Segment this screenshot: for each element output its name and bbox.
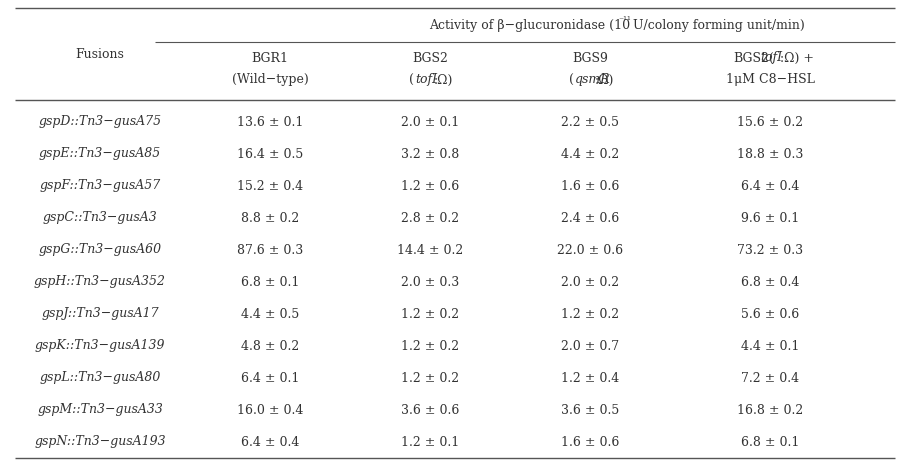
- Text: 1.2 ± 0.1: 1.2 ± 0.1: [401, 436, 459, 448]
- Text: :Ω) +: :Ω) +: [780, 52, 814, 64]
- Text: gspM::Tn3−gusA33: gspM::Tn3−gusA33: [37, 404, 163, 417]
- Text: 4.8 ± 0.2: 4.8 ± 0.2: [241, 340, 299, 352]
- Text: 13.6 ± 0.1: 13.6 ± 0.1: [237, 116, 303, 129]
- Text: Activity of β−glucuronidase (10: Activity of β−glucuronidase (10: [429, 20, 630, 33]
- Text: 18.8 ± 0.3: 18.8 ± 0.3: [737, 148, 804, 160]
- Text: 1.2 ± 0.2: 1.2 ± 0.2: [401, 371, 459, 384]
- Text: BGS2(: BGS2(: [733, 52, 773, 64]
- Text: ⁻¹¹: ⁻¹¹: [618, 15, 631, 25]
- Text: gspG::Tn3−gusA60: gspG::Tn3−gusA60: [38, 244, 161, 256]
- Text: gspF::Tn3−gusA57: gspF::Tn3−gusA57: [39, 179, 160, 192]
- Text: 1.6 ± 0.6: 1.6 ± 0.6: [561, 436, 619, 448]
- Text: 73.2 ± 0.3: 73.2 ± 0.3: [737, 244, 804, 256]
- Text: 2.0 ± 0.1: 2.0 ± 0.1: [401, 116, 459, 129]
- Text: 1μM C8−HSL: 1μM C8−HSL: [725, 74, 814, 87]
- Text: 1.2 ± 0.2: 1.2 ± 0.2: [401, 340, 459, 352]
- Text: 14.4 ± 0.2: 14.4 ± 0.2: [397, 244, 463, 256]
- Text: 15.2 ± 0.4: 15.2 ± 0.4: [237, 179, 303, 192]
- Text: 4.4 ± 0.5: 4.4 ± 0.5: [241, 308, 299, 321]
- Text: BGR1: BGR1: [251, 52, 289, 64]
- Text: 1.2 ± 0.2: 1.2 ± 0.2: [561, 308, 619, 321]
- Text: U/colony forming unit/min): U/colony forming unit/min): [633, 20, 804, 33]
- Text: gspK::Tn3−gusA139: gspK::Tn3−gusA139: [35, 340, 165, 352]
- Text: 2.0 ± 0.3: 2.0 ± 0.3: [401, 275, 459, 288]
- Text: 3.2 ± 0.8: 3.2 ± 0.8: [401, 148, 459, 160]
- Text: 6.4 ± 0.4: 6.4 ± 0.4: [741, 179, 799, 192]
- Text: 1.2 ± 0.4: 1.2 ± 0.4: [561, 371, 619, 384]
- Text: 6.8 ± 0.1: 6.8 ± 0.1: [741, 436, 799, 448]
- Text: 6.4 ± 0.1: 6.4 ± 0.1: [241, 371, 299, 384]
- Text: 1.6 ± 0.6: 1.6 ± 0.6: [561, 179, 619, 192]
- Text: 87.6 ± 0.3: 87.6 ± 0.3: [237, 244, 303, 256]
- Text: 8.8 ± 0.2: 8.8 ± 0.2: [241, 212, 299, 225]
- Text: gspN::Tn3−gusA193: gspN::Tn3−gusA193: [35, 436, 166, 448]
- Text: gspJ::Tn3−gusA17: gspJ::Tn3−gusA17: [41, 308, 159, 321]
- Text: tofI: tofI: [761, 52, 783, 64]
- Text: 4.4 ± 0.1: 4.4 ± 0.1: [741, 340, 799, 352]
- Text: 1.2 ± 0.2: 1.2 ± 0.2: [401, 308, 459, 321]
- Text: gspC::Tn3−gusA3: gspC::Tn3−gusA3: [43, 212, 158, 225]
- Text: 2.8 ± 0.2: 2.8 ± 0.2: [401, 212, 459, 225]
- Text: gspH::Tn3−gusA352: gspH::Tn3−gusA352: [34, 275, 166, 288]
- Text: 6.8 ± 0.1: 6.8 ± 0.1: [241, 275, 299, 288]
- Text: (: (: [569, 74, 574, 87]
- Text: 3.6 ± 0.5: 3.6 ± 0.5: [561, 404, 619, 417]
- Text: 3.6 ± 0.6: 3.6 ± 0.6: [401, 404, 459, 417]
- Text: 2.0 ± 0.2: 2.0 ± 0.2: [561, 275, 619, 288]
- Text: 2.2 ± 0.5: 2.2 ± 0.5: [561, 116, 619, 129]
- Text: BGS2: BGS2: [412, 52, 448, 64]
- Text: 7.2 ± 0.4: 7.2 ± 0.4: [741, 371, 799, 384]
- Text: BGS9: BGS9: [572, 52, 608, 64]
- Text: 5.6 ± 0.6: 5.6 ± 0.6: [741, 308, 799, 321]
- Text: 16.4 ± 0.5: 16.4 ± 0.5: [237, 148, 303, 160]
- Text: (: (: [409, 74, 415, 87]
- Text: 4.4 ± 0.2: 4.4 ± 0.2: [561, 148, 619, 160]
- Text: :Ω): :Ω): [595, 74, 614, 87]
- Text: 1.2 ± 0.6: 1.2 ± 0.6: [401, 179, 459, 192]
- Text: 6.8 ± 0.4: 6.8 ± 0.4: [741, 275, 799, 288]
- Text: 9.6 ± 0.1: 9.6 ± 0.1: [741, 212, 799, 225]
- Text: 22.0 ± 0.6: 22.0 ± 0.6: [557, 244, 623, 256]
- Text: gspE::Tn3−gusA85: gspE::Tn3−gusA85: [39, 148, 161, 160]
- Text: 16.0 ± 0.4: 16.0 ± 0.4: [237, 404, 303, 417]
- Text: qsmR: qsmR: [575, 74, 610, 87]
- Text: gspL::Tn3−gusA80: gspL::Tn3−gusA80: [39, 371, 160, 384]
- Text: 2.0 ± 0.7: 2.0 ± 0.7: [561, 340, 619, 352]
- Text: 2.4 ± 0.6: 2.4 ± 0.6: [561, 212, 619, 225]
- Text: tofI: tofI: [415, 74, 437, 87]
- Text: gspD::Tn3−gusA75: gspD::Tn3−gusA75: [38, 116, 161, 129]
- Text: 15.6 ± 0.2: 15.6 ± 0.2: [737, 116, 804, 129]
- Text: :Ω): :Ω): [435, 74, 454, 87]
- Text: 16.8 ± 0.2: 16.8 ± 0.2: [737, 404, 804, 417]
- Text: 6.4 ± 0.4: 6.4 ± 0.4: [241, 436, 299, 448]
- Text: (Wild−type): (Wild−type): [231, 74, 309, 87]
- Text: Fusions: Fusions: [76, 48, 125, 61]
